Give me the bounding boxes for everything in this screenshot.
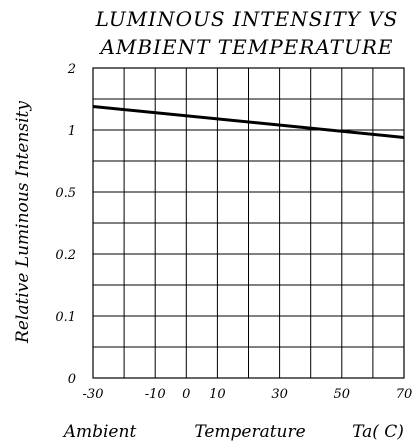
plot-grid — [92, 67, 405, 379]
tick-labels: -30 -10 0 10 30 50 70 0 0.1 0.2 0.5 1 2 — [55, 62, 412, 402]
x-tick-label: -30 — [83, 387, 104, 402]
y-tick-label: 0 — [68, 372, 76, 387]
x-axis-label-left: Ambient — [62, 422, 137, 442]
x-tick-label: 50 — [334, 387, 351, 402]
x-tick-label: -10 — [145, 387, 166, 402]
y-tick-label: 0.1 — [55, 310, 76, 325]
series-layer — [92, 105, 405, 139]
y-tick-label: 1 — [68, 124, 76, 139]
series-line — [92, 105, 405, 139]
x-tick-label: 0 — [182, 387, 190, 402]
y-tick-label: 2 — [67, 62, 76, 77]
x-axis-label-unit: Ta( C) — [352, 422, 404, 442]
y-tick-label: 0.2 — [55, 248, 76, 263]
chart-title-line-2: AMBIENT TEMPERATURE — [98, 35, 393, 59]
y-tick-label: 0.5 — [55, 186, 76, 201]
chart-title-line-1: LUMINOUS INTENSITY VS — [95, 7, 399, 31]
y-axis-label: Relative Luminous Intensity — [13, 101, 33, 344]
x-tick-label: 10 — [209, 387, 226, 402]
x-axis-label-middle: Temperature — [194, 422, 305, 442]
x-tick-label: 70 — [396, 387, 413, 402]
x-tick-label: 30 — [271, 387, 288, 402]
